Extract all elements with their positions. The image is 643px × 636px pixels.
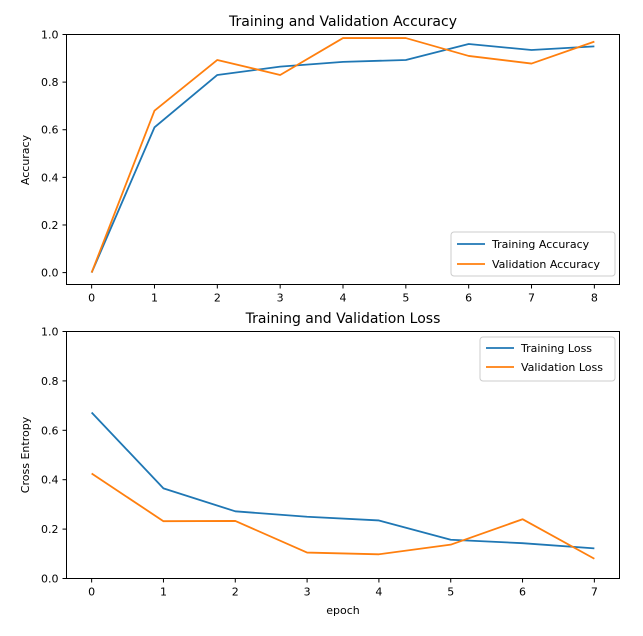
loss-y-tick-label: 0.6 — [41, 424, 59, 437]
legend-label-validation-loss: Validation Loss — [521, 361, 603, 374]
loss-x-tick-label: 4 — [375, 586, 382, 599]
loss-series — [90, 411, 595, 560]
loss-chart-title: Training and Validation Loss — [245, 311, 441, 327]
loss-y-ticks: 0.0 0.2 0.4 0.6 0.8 1.0 — [41, 326, 67, 586]
accuracy-legend: Training Accuracy Validation Accuracy — [450, 231, 616, 277]
accuracy-y-tick-label: 0.4 — [41, 171, 59, 184]
accuracy-y-tick-label: 1.0 — [41, 29, 59, 42]
accuracy-y-tick-label: 0.2 — [41, 219, 59, 232]
accuracy-x-tick-label: 7 — [528, 292, 535, 305]
accuracy-x-tick-label: 3 — [277, 292, 284, 305]
loss-chart: Training and Validation Loss Cross Entro… — [19, 311, 620, 617]
accuracy-x-tick-label: 4 — [340, 292, 347, 305]
loss-y-tick-label: 0.2 — [41, 523, 59, 536]
accuracy-x-tick-label: 1 — [151, 292, 158, 305]
loss-x-axis-label: epoch — [326, 604, 360, 617]
loss-x-tick-label: 6 — [519, 586, 526, 599]
accuracy-y-axis-label: Accuracy — [19, 134, 32, 185]
accuracy-y-tick-label: 0.8 — [41, 76, 59, 89]
loss-y-axis-label: Cross Entropy — [19, 416, 32, 493]
legend-label-validation-accuracy: Validation Accuracy — [492, 258, 601, 271]
accuracy-x-tick-label: 6 — [465, 292, 472, 305]
accuracy-series-line-validation — [90, 37, 595, 273]
accuracy-chart: Training and Validation Accuracy Accurac… — [19, 14, 620, 305]
loss-x-tick-label: 1 — [160, 586, 167, 599]
loss-y-tick-label: 0.8 — [41, 375, 59, 388]
legend-label-training-accuracy: Training Accuracy — [491, 238, 590, 251]
loss-x-ticks: 0 1 2 3 4 5 6 7 — [88, 578, 598, 599]
loss-x-tick-label: 3 — [304, 586, 311, 599]
loss-x-tick-label: 5 — [447, 586, 454, 599]
loss-y-tick-label: 0.0 — [41, 573, 59, 586]
loss-x-tick-label: 7 — [591, 586, 598, 599]
loss-legend: Training Loss Validation Loss — [479, 336, 616, 382]
accuracy-series-line-training — [90, 43, 595, 273]
loss-series-line-training — [90, 411, 595, 550]
accuracy-y-tick-label: 0.0 — [41, 267, 59, 280]
accuracy-y-tick-label: 0.6 — [41, 124, 59, 137]
accuracy-x-ticks: 0 1 2 3 4 5 6 7 8 — [88, 284, 598, 305]
accuracy-series — [90, 37, 595, 273]
accuracy-y-ticks: 0.0 0.2 0.4 0.6 0.8 1.0 — [41, 29, 67, 280]
loss-y-tick-label: 1.0 — [41, 326, 59, 339]
accuracy-x-tick-label: 0 — [88, 292, 95, 305]
legend-label-training-loss: Training Loss — [520, 342, 592, 355]
loss-x-tick-label: 0 — [88, 586, 95, 599]
accuracy-x-tick-label: 2 — [214, 292, 221, 305]
loss-x-tick-label: 2 — [232, 586, 239, 599]
accuracy-chart-title: Training and Validation Accuracy — [228, 14, 457, 30]
accuracy-x-tick-label: 8 — [591, 292, 598, 305]
loss-y-tick-label: 0.4 — [41, 474, 59, 487]
accuracy-legend-box — [450, 231, 616, 277]
loss-series-line-validation — [91, 472, 595, 560]
accuracy-x-tick-label: 5 — [402, 292, 409, 305]
